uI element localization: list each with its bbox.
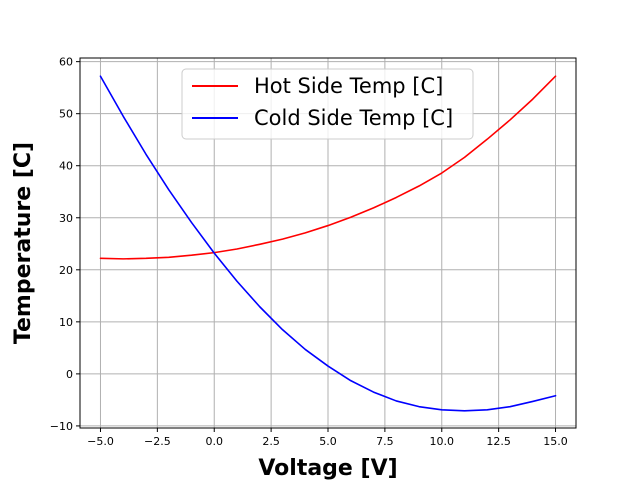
legend: Hot Side Temp [C] Cold Side Temp [C]	[181, 68, 474, 140]
legend-label-hot: Hot Side Temp [C]	[254, 74, 443, 98]
x-tick-label: −5.0	[87, 435, 114, 448]
legend-box	[181, 68, 474, 140]
y-axis: −10 0 10 20 30 40 50 60	[50, 56, 80, 433]
x-tick-label: 7.5	[376, 435, 394, 448]
x-tick-label: 10.0	[430, 435, 455, 448]
x-axis: −5.0 −2.5 0.0 2.5 5.0 7.5 10.0 12.5 15.0	[87, 428, 568, 448]
y-tick-label: −10	[50, 420, 73, 433]
x-tick-label: 12.5	[486, 435, 511, 448]
x-tick-label: −2.5	[144, 435, 171, 448]
x-tick-label: 15.0	[543, 435, 568, 448]
x-tick-label: 2.5	[262, 435, 280, 448]
series-line-hot-side	[99, 75, 557, 260]
series-lines	[99, 75, 557, 412]
y-axis-label: Temperature [C]	[11, 142, 36, 344]
y-tick-label: 0	[66, 368, 73, 381]
legend-label-cold: Cold Side Temp [C]	[254, 106, 453, 130]
y-tick-label: 10	[59, 316, 73, 329]
y-tick-label: 20	[59, 264, 73, 277]
y-tick-label: 40	[59, 160, 73, 173]
series-line-cold-side	[99, 75, 557, 412]
y-tick-label: 60	[59, 56, 73, 69]
x-tick-label: 0.0	[205, 435, 223, 448]
x-tick-label: 5.0	[319, 435, 337, 448]
x-axis-label: Voltage [V]	[258, 456, 397, 480]
y-tick-label: 30	[59, 212, 73, 225]
y-tick-label: 50	[59, 108, 73, 121]
